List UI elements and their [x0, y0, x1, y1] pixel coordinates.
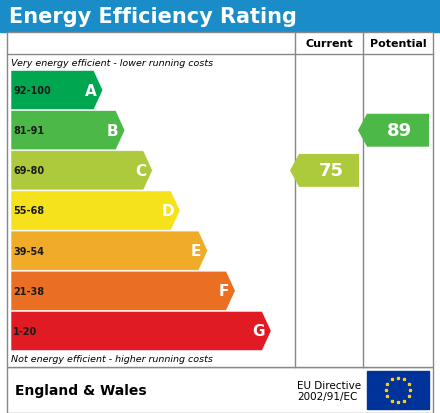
Polygon shape	[11, 152, 153, 190]
Bar	[7, 33, 433, 367]
Text: Energy Efficiency Rating: Energy Efficiency Rating	[9, 7, 297, 26]
Text: 55-68: 55-68	[13, 206, 44, 216]
Text: EU Directive: EU Directive	[297, 380, 361, 390]
Text: A: A	[85, 83, 96, 98]
Text: E: E	[191, 244, 202, 259]
Polygon shape	[290, 154, 359, 188]
Text: Very energy efficient - lower running costs: Very energy efficient - lower running co…	[11, 58, 213, 67]
Text: F: F	[219, 284, 229, 299]
Text: 1-20: 1-20	[13, 326, 37, 336]
Text: 39-54: 39-54	[13, 246, 44, 256]
Text: B: B	[107, 123, 118, 138]
Text: 89: 89	[387, 122, 412, 140]
Polygon shape	[358, 114, 429, 147]
Bar	[367, 371, 429, 409]
Polygon shape	[11, 311, 271, 351]
Text: 2002/91/EC: 2002/91/EC	[297, 391, 357, 401]
Text: 75: 75	[318, 162, 343, 180]
Text: 69-80: 69-80	[13, 166, 44, 176]
Text: D: D	[161, 204, 174, 218]
Text: Not energy efficient - higher running costs: Not energy efficient - higher running co…	[11, 355, 213, 363]
Text: C: C	[135, 164, 146, 178]
Text: 81-91: 81-91	[13, 126, 44, 136]
Polygon shape	[11, 71, 103, 110]
Text: Potential: Potential	[370, 39, 426, 49]
Polygon shape	[11, 232, 208, 271]
Text: G: G	[253, 324, 265, 339]
Bar	[7, 367, 433, 413]
Polygon shape	[11, 192, 180, 230]
Bar	[0, 0, 440, 33]
Text: 21-38: 21-38	[13, 286, 44, 296]
Text: Current: Current	[305, 39, 353, 49]
Polygon shape	[11, 112, 125, 150]
Text: England & Wales: England & Wales	[15, 383, 147, 397]
Text: 92-100: 92-100	[13, 86, 51, 96]
Polygon shape	[11, 272, 235, 311]
